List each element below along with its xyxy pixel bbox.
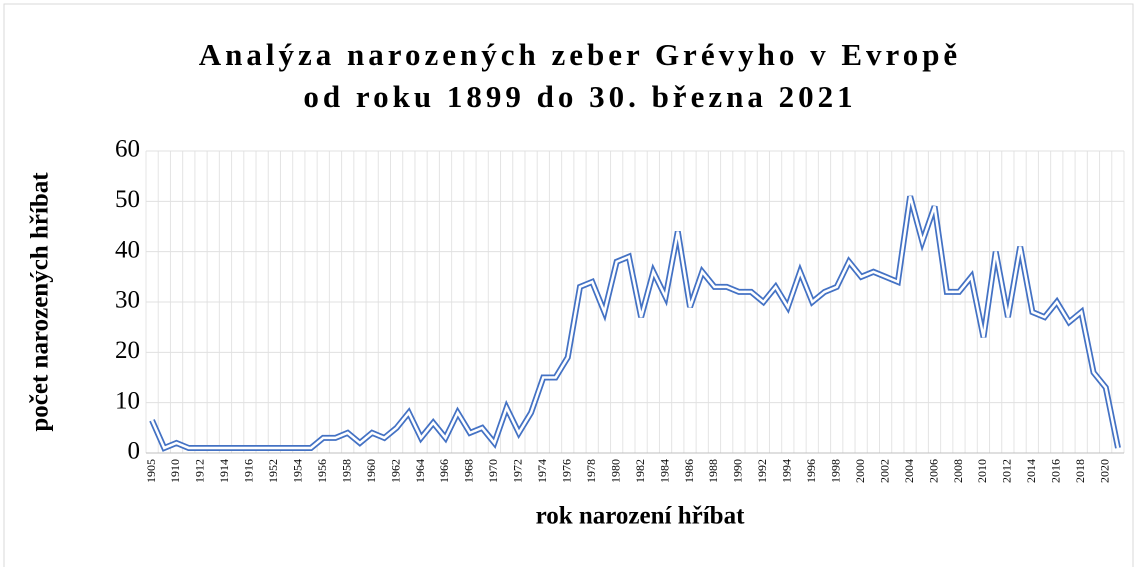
x-tick-label: 1976 <box>559 459 573 483</box>
x-tick-label: 1972 <box>511 459 525 483</box>
x-tick-label: 1968 <box>462 459 476 483</box>
y-tick-label: 10 <box>115 387 140 414</box>
chart-subtitle: od roku 1899 do 30. března 2021 <box>303 79 856 114</box>
x-tick-label: 2018 <box>1073 459 1087 483</box>
x-tick-label: 1958 <box>339 459 353 483</box>
x-tick-label: 1970 <box>486 459 500 483</box>
x-tick-label: 1982 <box>633 459 647 483</box>
x-tick-label: 1990 <box>731 459 745 483</box>
x-tick-label: 1992 <box>755 459 769 483</box>
chart-title: Analýza narozených zeber Grévyho v Evrop… <box>199 37 961 72</box>
x-tick-label: 1960 <box>364 459 378 483</box>
y-tick-label: 40 <box>115 236 140 263</box>
x-tick-label: 2008 <box>951 459 965 483</box>
x-tick-label: 1994 <box>780 459 794 483</box>
y-tick-label: 60 <box>115 136 140 163</box>
x-tick-label: 2004 <box>902 459 916 483</box>
x-tick-label: 2012 <box>1000 459 1014 483</box>
x-tick-label: 2002 <box>877 459 891 483</box>
x-tick-label: 1978 <box>584 459 598 483</box>
x-tick-label: 1912 <box>193 459 207 483</box>
y-tick-label: 50 <box>115 186 140 213</box>
x-tick-label: 1998 <box>829 459 843 483</box>
x-tick-label: 2000 <box>853 459 867 483</box>
x-tick-label: 2006 <box>926 459 940 483</box>
x-tick-label: 2010 <box>975 459 989 483</box>
x-tick-label: 1966 <box>437 459 451 483</box>
x-tick-label: 1980 <box>608 459 622 483</box>
x-tick-label: 1952 <box>266 459 280 483</box>
x-tick-label: 1988 <box>706 459 720 483</box>
y-tick-label: 30 <box>115 287 140 314</box>
x-tick-label: 1914 <box>217 459 231 483</box>
x-tick-label: 1910 <box>168 459 182 483</box>
x-tick-label: 1986 <box>682 459 696 483</box>
x-tick-label: 1964 <box>413 459 427 483</box>
x-tick-label: 1954 <box>290 459 304 483</box>
x-tick-label: 1996 <box>804 459 818 483</box>
x-tick-label: 1916 <box>242 459 256 483</box>
y-tick-label: 20 <box>115 337 140 364</box>
y-axis-label: počet narozených hříbat <box>27 172 54 432</box>
x-tick-label: 1905 <box>144 459 158 483</box>
x-tick-label: 1962 <box>388 459 402 483</box>
x-tick-label: 2014 <box>1024 459 1038 483</box>
x-tick-label: 1974 <box>535 459 549 483</box>
x-tick-label: 1984 <box>657 459 671 483</box>
x-tick-label: 2020 <box>1098 459 1112 483</box>
line-series-inner <box>150 195 1120 450</box>
x-tick-label: 2016 <box>1049 459 1063 483</box>
x-tick-label: 1956 <box>315 459 329 483</box>
x-axis-label: rok narození hříbat <box>536 503 745 530</box>
y-tick-label: 0 <box>128 438 141 465</box>
